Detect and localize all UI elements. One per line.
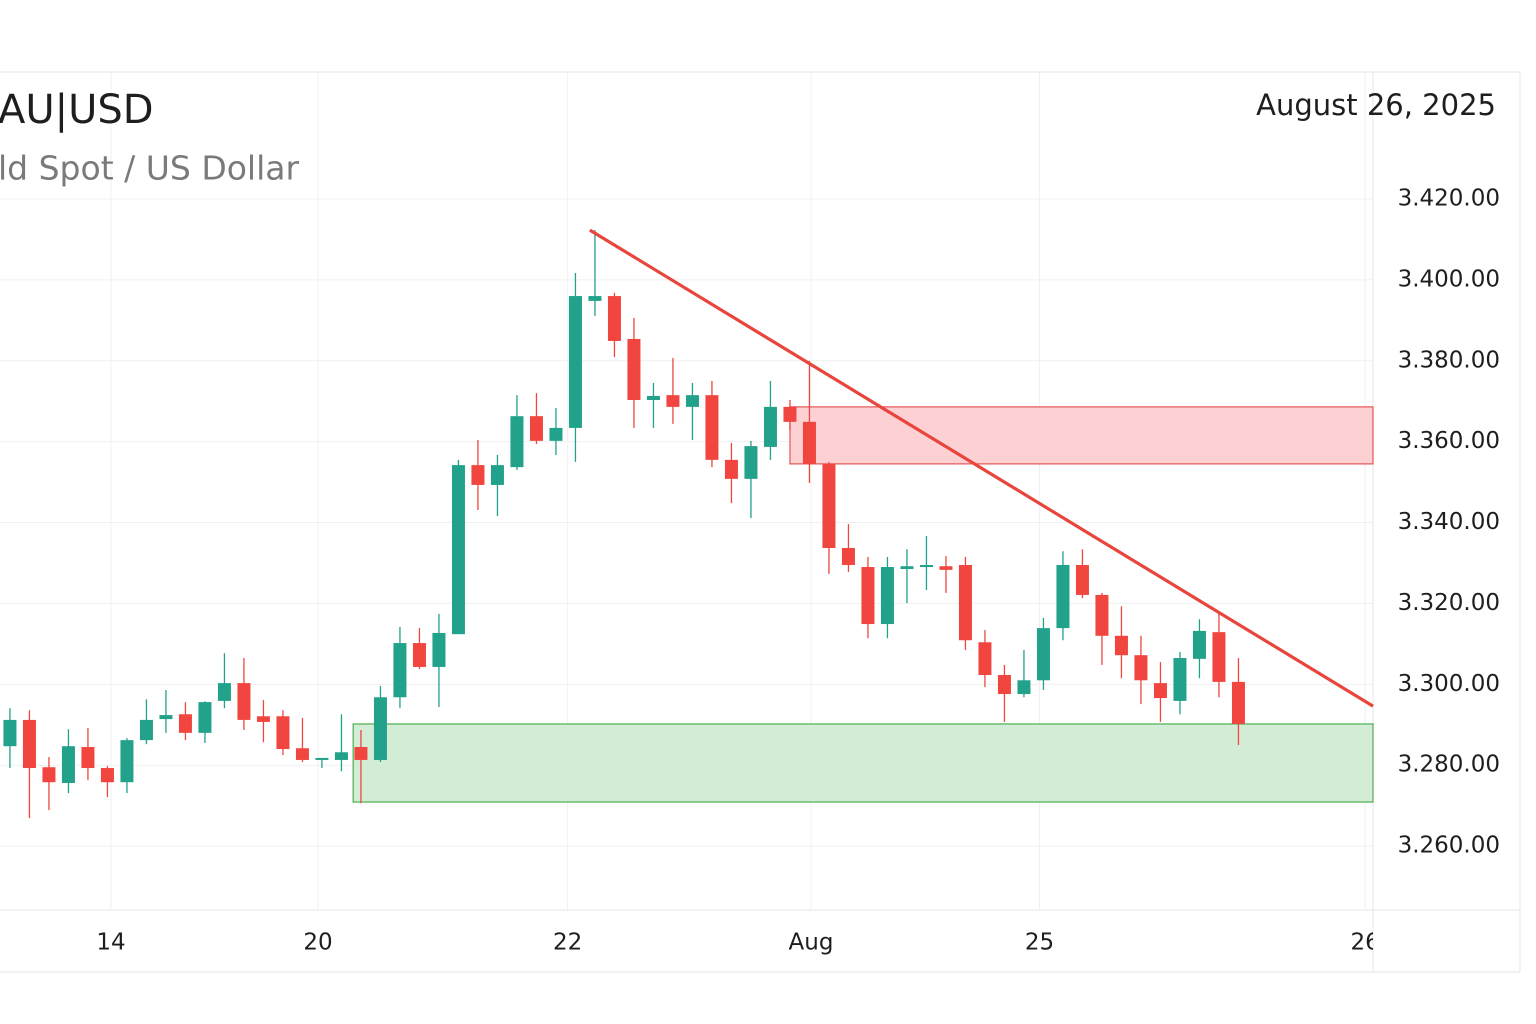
- zones: [352, 406, 1374, 803]
- candle-body: [100, 768, 114, 783]
- candle-body: [627, 338, 641, 401]
- candle-body: [549, 427, 563, 441]
- candle-body: [822, 463, 836, 549]
- zone: [789, 406, 1374, 465]
- y-tick-label: 3.340.00: [1398, 509, 1500, 535]
- candle-body: [1231, 681, 1245, 724]
- candle-body: [42, 767, 56, 783]
- candle-body: [432, 632, 446, 667]
- y-tick-label: 3.360.00: [1398, 428, 1500, 454]
- candle-body: [178, 714, 192, 733]
- candle-body: [81, 747, 95, 769]
- candle-body: [393, 643, 407, 698]
- candle-body: [22, 719, 36, 769]
- y-tick-label: 3.380.00: [1398, 347, 1500, 373]
- candle-body: [1095, 594, 1109, 636]
- candle-body: [1056, 565, 1070, 629]
- candle-body: [724, 459, 738, 479]
- candle-body: [1075, 565, 1089, 595]
- candle-body: [198, 702, 212, 733]
- trendline: [589, 228, 1374, 708]
- candle-body: [315, 757, 329, 760]
- candle-body: [997, 675, 1011, 695]
- candle-body: [919, 565, 933, 568]
- candle-body: [646, 395, 660, 401]
- candle-body: [510, 416, 524, 468]
- candle-body: [120, 740, 134, 783]
- candle-body: [900, 566, 914, 570]
- symbol-title: AU|USD: [0, 87, 154, 133]
- x-tick-label: 26: [1351, 930, 1380, 956]
- candle-body: [217, 683, 231, 701]
- candle-body: [412, 643, 426, 667]
- candle-body: [354, 747, 368, 760]
- candle-body: [978, 642, 992, 676]
- candle-body: [529, 416, 543, 441]
- candle-body: [334, 752, 348, 760]
- candle-body: [237, 683, 251, 720]
- candle-body: [1173, 658, 1187, 701]
- candle-body: [861, 567, 875, 625]
- candle-body: [607, 296, 621, 341]
- candle-body: [666, 395, 680, 407]
- candle-body: [744, 446, 758, 479]
- overlay: [589, 228, 1374, 708]
- y-tick-label: 3.320.00: [1398, 590, 1500, 616]
- candle-body: [1017, 680, 1031, 695]
- candle-body: [958, 565, 972, 641]
- candle-body: [295, 748, 309, 760]
- candle-body: [61, 746, 75, 784]
- candle-body: [490, 465, 504, 485]
- x-tick-label: 25: [1025, 930, 1054, 956]
- x-tick-label: 14: [96, 930, 125, 956]
- candle-body: [256, 716, 270, 722]
- candle-body: [1114, 635, 1128, 656]
- candle-body: [588, 296, 602, 301]
- candle-body: [276, 716, 290, 750]
- candle-body: [1212, 632, 1226, 682]
- candle-body: [373, 697, 387, 760]
- candle-body: [3, 719, 17, 747]
- candle-body: [568, 296, 582, 428]
- candle-body: [1036, 628, 1050, 681]
- y-tick-label: 3.280.00: [1398, 752, 1500, 778]
- candle-body: [802, 421, 816, 464]
- labels: 3.260.00 3.280.00 3.300.00 3.320.00 3.340.00…: [96, 185, 1500, 955]
- candle-body: [685, 395, 699, 407]
- symbol-subtitle: ld Spot / US Dollar: [0, 149, 299, 188]
- candle-body: [705, 395, 719, 460]
- candle-body: [1192, 630, 1206, 659]
- candle-body: [1134, 655, 1148, 681]
- zone: [352, 723, 1374, 803]
- x-tick-label: 22: [553, 930, 582, 956]
- candle-body: [1153, 683, 1167, 699]
- candle-body: [939, 566, 953, 570]
- candle-body: [159, 715, 173, 720]
- candle-body: [471, 465, 485, 485]
- candles: [3, 230, 1245, 819]
- y-tick-label: 3.420.00: [1398, 185, 1500, 211]
- y-tick-label: 3.260.00: [1398, 833, 1500, 859]
- candle-body: [841, 548, 855, 566]
- y-tick-label: 3.400.00: [1398, 266, 1500, 292]
- candle-body: [763, 406, 777, 447]
- x-tick-label: 20: [303, 930, 332, 956]
- candle-body: [783, 406, 797, 422]
- candle-body: [880, 567, 894, 625]
- x-tick-label: Aug: [789, 930, 834, 956]
- candle-body: [139, 719, 153, 741]
- y-tick-label: 3.300.00: [1398, 671, 1500, 697]
- candle-body: [451, 465, 465, 635]
- date-label: August 26, 2025: [1256, 88, 1496, 122]
